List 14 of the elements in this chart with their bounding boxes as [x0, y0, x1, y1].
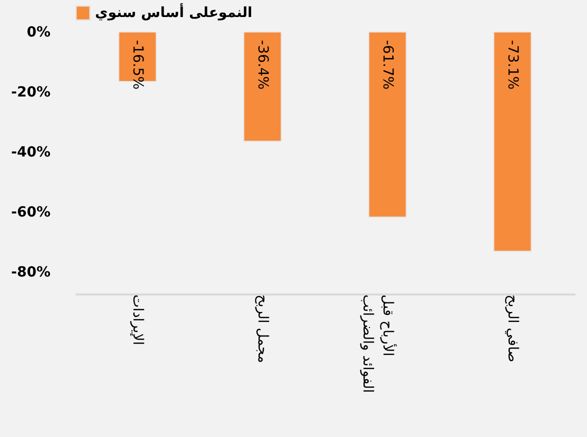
x-tick-label: الإيرادات — [130, 294, 146, 346]
y-tick-label: -60% — [11, 204, 50, 220]
legend-label: النموعلى أساس سنوي — [95, 3, 252, 21]
data-label: -73.1% — [504, 40, 520, 90]
y-tick-label: -40% — [11, 144, 50, 160]
y-tick-label: -80% — [11, 264, 50, 280]
y-tick-label: 0% — [26, 24, 50, 40]
x-tick-label: الأرباح قبل الفوائد والضرائب — [360, 294, 398, 393]
data-label: -61.7% — [380, 40, 396, 90]
y-tick-label: -20% — [11, 84, 50, 100]
data-label: -36.4% — [254, 40, 270, 90]
data-label: -16.5% — [130, 40, 146, 90]
x-tick-label: صافي الربح — [504, 294, 520, 362]
x-tick-label: مجمل الربح — [254, 294, 270, 363]
